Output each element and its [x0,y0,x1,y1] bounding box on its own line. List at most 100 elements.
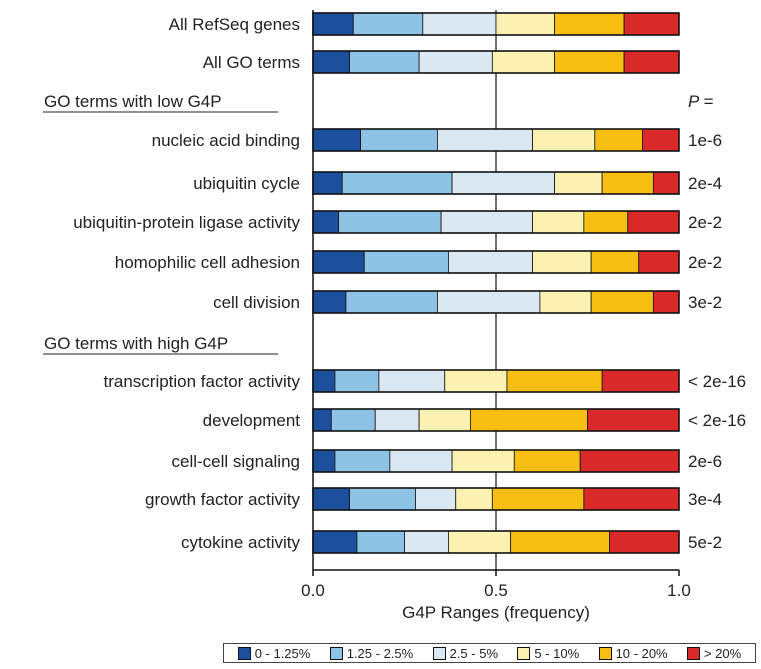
bar-segment [623,50,680,74]
bar-segment [418,408,471,432]
bar-segment [652,290,680,314]
legend-swatch [687,646,700,660]
bar-segment [312,50,350,74]
legend-item: 2.5 - 5% [432,646,498,661]
bar-outline [312,210,680,234]
bar-segment [554,171,603,195]
bar-segment [583,487,680,511]
bar-segment [532,128,596,152]
legend-swatch [432,646,446,660]
bar-segment [579,449,680,473]
row-label: ubiquitin-protein ligase activity [73,213,300,232]
bar-segment [587,408,680,432]
bar-segment [469,408,588,432]
p-value: 5e-2 [688,533,722,552]
bar-segment [312,250,365,274]
legend-label: > 20% [704,645,742,661]
group-heading: GO terms with high G4P [44,334,228,353]
bar-segment [374,408,420,432]
bar-segment [510,530,610,554]
bar-segment [451,171,555,195]
bar-segment [642,128,680,152]
legend-item: 10 - 20% [598,645,668,661]
bar-segment [532,250,592,274]
legend-label: 0 - 1.25% [254,645,311,661]
row-label: cell-cell signaling [171,452,300,471]
p-value: 1e-6 [688,131,722,150]
bar-segment [312,369,336,393]
bar-outline [312,12,680,36]
bar-segment [334,449,391,473]
bar-segment [341,171,453,195]
p-value: 2e-6 [688,452,722,471]
bar-segment [554,12,625,36]
bar-segment [360,128,438,152]
legend-label: 1.25 - 2.5% [346,645,414,661]
bar-segment [583,210,629,234]
bar-segment [312,530,358,554]
legend-label: 10 - 20% [615,645,668,661]
bar-segment [312,290,347,314]
bar-segment [422,12,497,36]
bar-segment [404,530,449,554]
bar-segment [532,210,585,234]
legend-swatch [598,646,612,660]
bar-segment [506,369,603,393]
bar-segment [627,210,680,234]
legend-item: > 20% [687,646,741,661]
bar-segment [444,369,508,393]
bar-segment [345,290,438,314]
bar-segment [495,12,555,36]
x-axis-title: G4P Ranges (frequency) [402,603,590,622]
p-value: 2e-2 [688,253,722,272]
legend-swatch [237,646,251,660]
bar-segment [356,530,405,554]
bar-segment [415,487,457,511]
bar-segment [448,250,534,274]
legend-item: 1.25 - 2.5% [329,645,414,661]
bar-outline [312,128,680,152]
bar-segment [590,250,640,274]
bar-segment [363,250,449,274]
row-label: cell division [213,293,300,312]
group-heading: GO terms with low G4P [44,92,222,111]
bar-segment [418,50,493,74]
bar-outline [312,487,680,511]
row-label: cytokine activity [181,533,301,552]
bar-outline [312,171,680,195]
row-label: development [203,411,301,430]
legend-label: 5 - 10% [534,645,580,661]
bar-outline [312,369,680,393]
row-label: ubiquitin cycle [193,174,300,193]
bar-outline [312,530,680,554]
bar-segment [623,12,680,36]
legend-swatch [329,646,343,660]
bar-segment [638,250,680,274]
bar-segment [312,128,361,152]
bar-outline [312,408,680,432]
bar-outline [312,250,680,274]
bar-segment [312,408,332,432]
bar-segment [601,369,680,393]
p-value: < 2e-16 [688,411,746,430]
bar-segment [312,12,354,36]
p-value: 2e-2 [688,213,722,232]
bar-segment [554,50,625,74]
legend-swatch [517,646,531,660]
bar-segment [455,487,493,511]
bar-segment [652,171,680,195]
p-value: < 2e-16 [688,372,746,391]
row-label: All GO terms [203,53,300,72]
bar-segment [601,171,654,195]
bar-segment [437,128,534,152]
p-value-header: P = [688,92,713,111]
bar-segment [312,171,343,195]
bar-outline [312,50,680,74]
bar-segment [312,210,340,234]
p-value: 2e-4 [688,174,722,193]
bar-segment [609,530,680,554]
bar-segment [513,449,581,473]
bar-segment [330,408,376,432]
row-label: transcription factor activity [103,372,300,391]
